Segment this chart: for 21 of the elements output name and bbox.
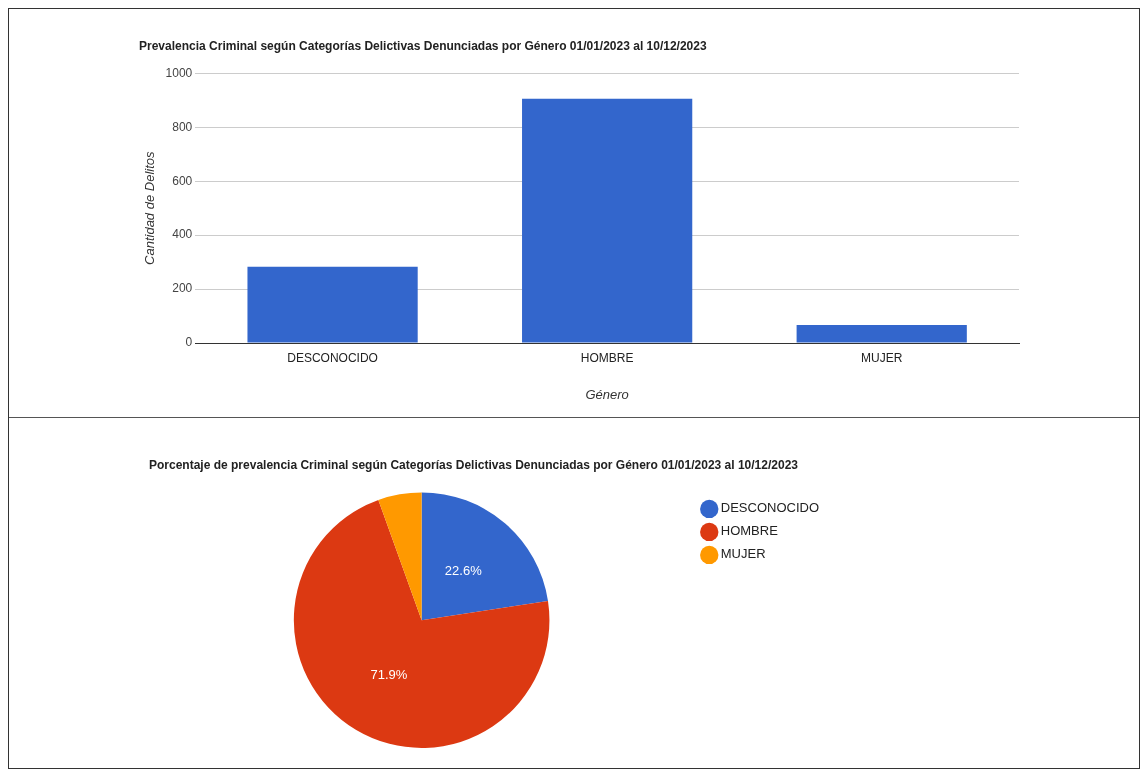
bar bbox=[796, 324, 967, 343]
y-tick-label: 400 bbox=[172, 227, 193, 242]
data-label: 22.6% bbox=[444, 563, 483, 579]
y-tick-label: 0 bbox=[185, 335, 193, 350]
legend-label: DESCONOCIDO bbox=[720, 500, 819, 516]
legend-label: HOMBRE bbox=[720, 523, 779, 539]
x-tick-label: MUJER bbox=[861, 350, 903, 365]
x-axis-title: Género bbox=[585, 386, 629, 402]
legend-label: MUJER bbox=[720, 546, 766, 562]
x-tick-label: DESCONOCIDO bbox=[287, 350, 378, 365]
y-axis-title: Cantidad de Delitos bbox=[142, 150, 158, 265]
y-tick-label: 200 bbox=[172, 281, 193, 296]
chart-title: Prevalencia Criminal según Categorías Delictivas Denunciadas por Género 01/01/2023 al 10/12/2023 bbox=[139, 38, 707, 53]
chart-title: Porcentaje de prevalencia Criminal según Categorías Delictivas Denunciadas por Género 01/01/2023 al 10/12/2023 bbox=[149, 457, 799, 472]
data-label: 71.9% bbox=[370, 666, 408, 682]
bar bbox=[522, 98, 693, 343]
y-tick-label: 1000 bbox=[165, 65, 193, 80]
bar bbox=[247, 266, 418, 343]
y-tick-label: 600 bbox=[172, 173, 193, 188]
x-tick-label: HOMBRE bbox=[580, 350, 634, 365]
y-tick-label: 800 bbox=[172, 119, 193, 134]
